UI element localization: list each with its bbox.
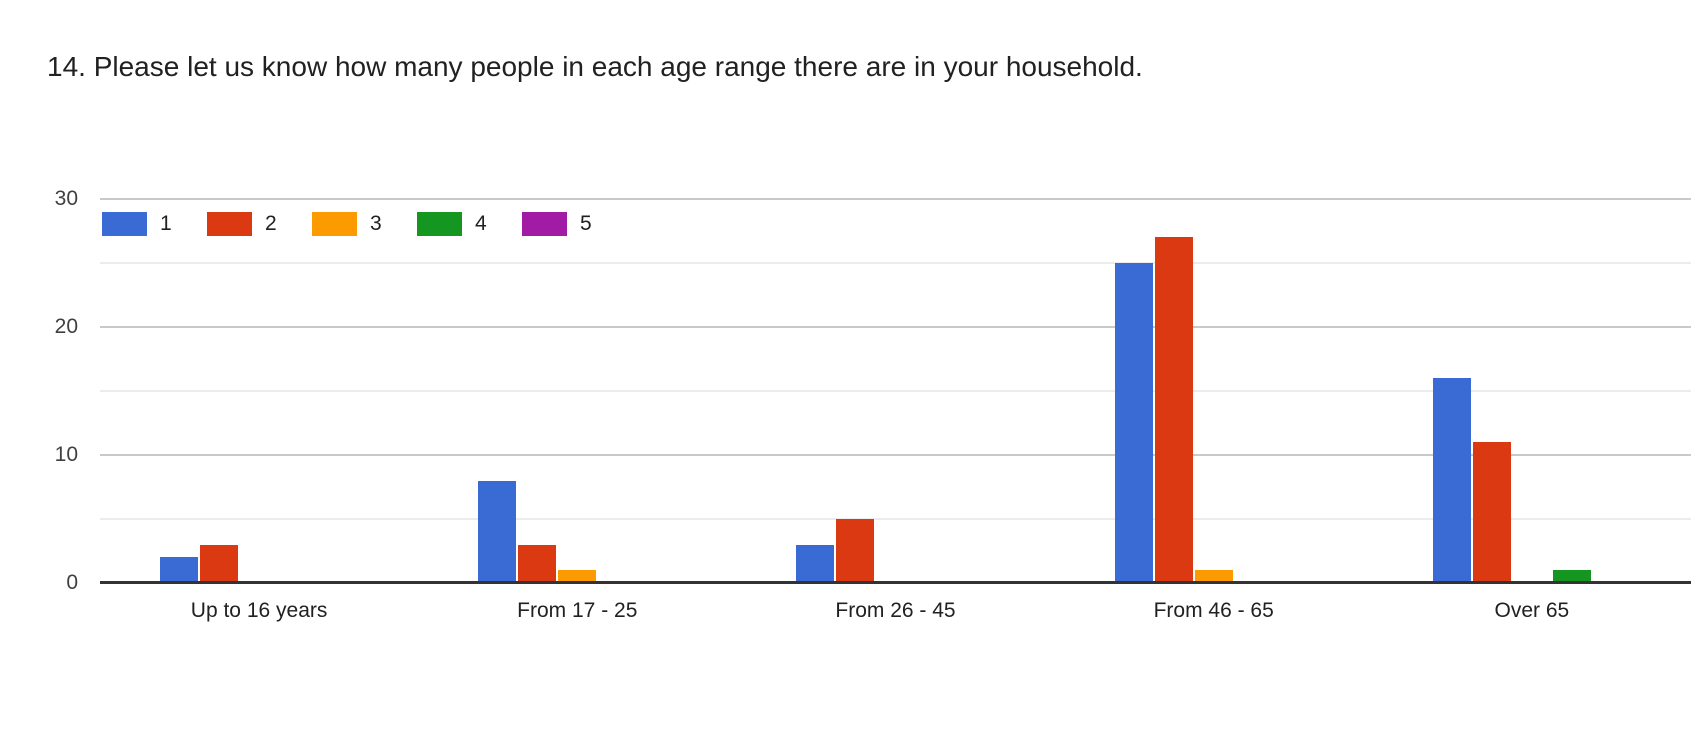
- bar-slot: [1275, 199, 1313, 583]
- bar-2-from-26-45[interactable]: [836, 519, 875, 583]
- bar-slot: [836, 199, 875, 583]
- bar-slot: [1114, 199, 1153, 583]
- y-tick-label-0: 0: [66, 571, 78, 594]
- bar-2-up-to-16-years[interactable]: [200, 545, 239, 583]
- bar-slot: [478, 199, 517, 583]
- bar-slot: [320, 199, 358, 583]
- gridline-minor: [100, 518, 1691, 520]
- bar-2-from-46-65[interactable]: [1154, 237, 1193, 583]
- legend: 1 2 3 4 5: [102, 212, 627, 236]
- plot-area: [100, 198, 1691, 584]
- legend-swatch-3: [312, 212, 357, 236]
- bar-group-from-17-25: [418, 199, 736, 583]
- bar-slot: [200, 199, 239, 583]
- x-axis-line: [100, 581, 1691, 584]
- bar-1-over-65[interactable]: [1432, 378, 1471, 583]
- bar-2-over-65[interactable]: [1472, 442, 1511, 583]
- bar-slot: [638, 199, 676, 583]
- bar-slot: [1513, 199, 1551, 583]
- y-tick-label-10: 10: [54, 443, 78, 466]
- bar-slot: [160, 199, 199, 583]
- bar-slot: [280, 199, 318, 583]
- chart-title: 14. Please let us know how many people i…: [47, 51, 1143, 82]
- bar-slot: [1235, 199, 1273, 583]
- bar-slot: [1552, 199, 1591, 583]
- legend-swatch-4: [417, 212, 462, 236]
- x-category-label-over-65: Over 65: [1494, 599, 1570, 622]
- bar-group-up-to-16-years: [100, 199, 418, 583]
- bar-1-from-26-45[interactable]: [796, 545, 835, 583]
- bar-slot: [796, 199, 835, 583]
- gridline-minor: [100, 390, 1691, 392]
- bar-3-from-46-65[interactable]: [1194, 570, 1233, 583]
- legend-item-2: 2: [207, 212, 312, 236]
- legend-swatch-1: [102, 212, 147, 236]
- bar-slot: [1194, 199, 1233, 583]
- y-tick-label-30: 30: [54, 187, 78, 210]
- bar-slot: [558, 199, 597, 583]
- bar-slot: [916, 199, 954, 583]
- bar-slot: [1432, 199, 1471, 583]
- bar-slot: [598, 199, 636, 583]
- gridline-minor: [100, 262, 1691, 264]
- bar-group-from-26-45: [736, 199, 1054, 583]
- legend-swatch-2: [207, 212, 252, 236]
- x-category-label-up-to-16-years: Up to 16 years: [190, 599, 328, 622]
- bar-1-up-to-16-years[interactable]: [160, 557, 199, 583]
- legend-label-4: 4: [475, 212, 487, 235]
- bar-slot: [1593, 199, 1631, 583]
- bar-4-over-65[interactable]: [1552, 570, 1591, 583]
- bar-slot: [240, 199, 278, 583]
- bar-1-from-17-25[interactable]: [478, 481, 517, 583]
- legend-label-3: 3: [370, 212, 382, 235]
- legend-label-2: 2: [265, 212, 277, 235]
- bar-slot: [956, 199, 994, 583]
- legend-label-1: 1: [160, 212, 172, 235]
- y-axis: 0 10 20 30: [0, 0, 80, 734]
- bar-slot: [1472, 199, 1511, 583]
- gridline-major: [100, 454, 1691, 456]
- bar-slot: [876, 199, 914, 583]
- legend-item-1: 1: [102, 212, 207, 236]
- gridline-major: [100, 326, 1691, 328]
- legend-swatch-5: [522, 212, 567, 236]
- gridline-major: [100, 198, 1691, 200]
- x-axis: Up to 16 years From 17 - 25 From 26 - 45 Fr…: [100, 598, 1691, 628]
- x-category-label-from-46-65: From 46 - 65: [1153, 599, 1274, 622]
- bar-slot: [518, 199, 557, 583]
- x-category-label-from-26-45: From 26 - 45: [835, 599, 956, 622]
- x-category-label-from-17-25: From 17 - 25: [517, 599, 638, 622]
- bar-1-from-46-65[interactable]: [1114, 263, 1153, 583]
- bar-3-from-17-25[interactable]: [558, 570, 597, 583]
- legend-label-5: 5: [580, 212, 592, 235]
- y-tick-label-20: 20: [54, 315, 78, 338]
- bar-2-from-17-25[interactable]: [518, 545, 557, 583]
- bar-slot: [1154, 199, 1193, 583]
- legend-item-4: 4: [417, 212, 522, 236]
- bar-group-from-46-65: [1055, 199, 1373, 583]
- bar-group-over-65: [1373, 199, 1691, 583]
- legend-item-3: 3: [312, 212, 417, 236]
- legend-item-5: 5: [522, 212, 627, 236]
